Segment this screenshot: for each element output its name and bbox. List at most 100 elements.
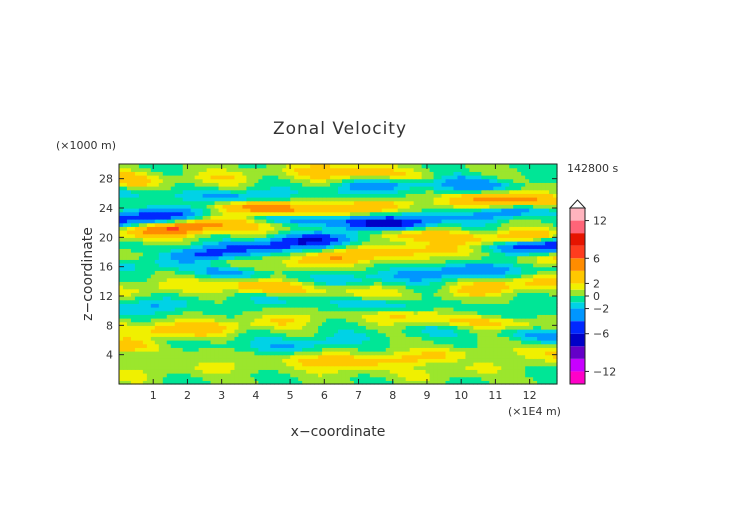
field-cell <box>322 219 327 224</box>
field-cell <box>545 255 550 260</box>
field-cell <box>373 296 379 301</box>
field-cell <box>549 259 554 264</box>
field-cell <box>469 373 474 378</box>
field-cell <box>234 332 240 337</box>
field-cell <box>274 380 279 385</box>
field-cell <box>489 259 494 264</box>
field-cell <box>521 299 526 304</box>
field-cell <box>457 299 463 304</box>
field-cell <box>353 255 359 260</box>
field-cell <box>473 233 478 238</box>
field-cell <box>453 314 459 319</box>
field-cell <box>330 244 335 249</box>
field-cell <box>461 314 467 319</box>
field-cell <box>210 310 216 315</box>
field-cell <box>130 296 136 301</box>
field-cell <box>361 332 367 337</box>
field-cell <box>349 285 355 290</box>
field-cell <box>330 219 335 224</box>
field-cell <box>357 277 363 282</box>
field-cell <box>158 241 164 246</box>
field-cell <box>365 351 371 356</box>
field-cell <box>126 307 132 312</box>
field-cell <box>401 288 407 293</box>
field-cell <box>441 296 447 301</box>
field-cell <box>373 310 379 315</box>
field-cell <box>286 219 291 224</box>
field-cell <box>294 266 299 271</box>
field-cell <box>425 299 431 304</box>
field-cell <box>425 325 431 330</box>
field-cell <box>401 230 407 235</box>
field-cell <box>198 380 204 385</box>
field-cell <box>461 340 467 345</box>
field-cell <box>166 226 172 231</box>
field-cell <box>262 340 267 345</box>
field-cell <box>214 303 220 308</box>
field-cell <box>154 263 160 268</box>
field-cell <box>258 248 263 253</box>
field-cell <box>389 365 395 370</box>
field-cell <box>445 332 451 337</box>
field-cell <box>541 307 546 312</box>
field-cell <box>130 362 136 367</box>
field-cell <box>119 358 124 363</box>
field-cell <box>222 303 228 308</box>
field-cell <box>501 255 506 260</box>
field-cell <box>341 288 347 293</box>
field-cell <box>178 219 184 224</box>
field-cell <box>130 281 136 286</box>
field-cell <box>501 354 506 359</box>
field-cell <box>130 292 136 297</box>
field-cell <box>369 351 375 356</box>
field-cell <box>453 365 459 370</box>
field-cell <box>489 241 494 246</box>
field-cell <box>473 376 478 381</box>
field-cell <box>349 358 355 363</box>
field-cell <box>357 332 363 337</box>
field-cell <box>381 321 387 326</box>
field-cell <box>529 336 534 341</box>
field-cell <box>553 299 558 304</box>
field-cell <box>401 277 407 282</box>
field-cell <box>222 226 228 231</box>
field-cell <box>505 281 510 286</box>
field-cell <box>122 336 128 341</box>
field-cell <box>489 230 494 235</box>
field-cell <box>318 340 323 345</box>
field-cell <box>322 307 327 312</box>
field-cell <box>513 314 518 319</box>
field-cell <box>345 321 351 326</box>
field-cell <box>258 222 263 227</box>
field-cell <box>465 310 470 315</box>
field-cell <box>465 343 470 348</box>
field-cell <box>453 351 459 356</box>
field-cell <box>266 340 271 345</box>
field-cell <box>529 347 534 352</box>
field-cell <box>174 285 180 290</box>
field-cell <box>541 358 546 363</box>
field-cell <box>477 244 482 249</box>
field-cell <box>234 241 240 246</box>
field-cell <box>397 237 403 242</box>
field-cell <box>441 252 447 257</box>
field-cell <box>541 365 546 370</box>
field-cell <box>505 222 510 227</box>
field-cell <box>286 226 291 231</box>
field-cell <box>549 340 554 345</box>
field-cell <box>353 244 359 249</box>
field-cell <box>449 314 455 319</box>
x-axis-label: x−coordinate <box>291 424 386 440</box>
field-cell <box>246 244 251 249</box>
field-cell <box>210 347 216 352</box>
field-cell <box>353 263 359 268</box>
field-cell <box>194 325 200 330</box>
field-cell <box>405 296 411 301</box>
field-cell <box>194 285 200 290</box>
field-cell <box>361 303 367 308</box>
field-cell <box>306 241 311 246</box>
field-cell <box>369 255 375 260</box>
field-cell <box>489 380 494 385</box>
field-cell <box>202 318 208 323</box>
field-cell <box>338 230 343 235</box>
